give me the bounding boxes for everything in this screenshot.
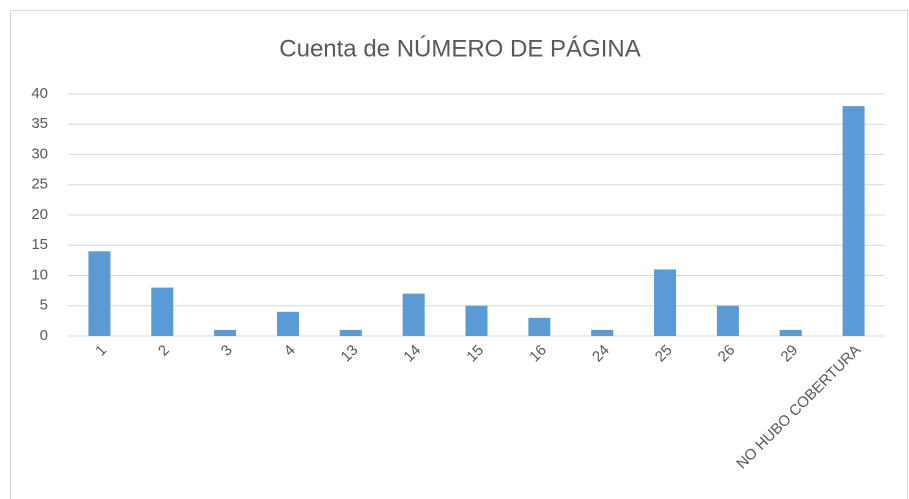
bar <box>716 305 739 336</box>
y-tick-label: 40 <box>31 85 48 102</box>
y-tick-label: 15 <box>31 236 48 253</box>
bar <box>779 329 802 336</box>
bar <box>591 329 614 336</box>
y-tick-label: 30 <box>31 145 48 162</box>
y-tick-label: 25 <box>31 176 48 193</box>
bar <box>276 311 299 336</box>
bar <box>842 106 865 336</box>
bar <box>151 287 174 336</box>
bar <box>528 317 551 336</box>
y-tick-label: 35 <box>31 115 48 132</box>
chart-title: Cuenta de NÚMERO DE PÁGINA <box>279 35 640 62</box>
bar <box>214 329 237 336</box>
y-tick-label: 0 <box>40 327 48 344</box>
y-tick-label: 20 <box>31 206 48 223</box>
bar <box>88 251 111 336</box>
bar <box>402 293 425 336</box>
bar <box>654 269 677 336</box>
y-tick-label: 10 <box>31 266 48 283</box>
chart-border <box>10 10 908 499</box>
bar <box>465 305 488 336</box>
y-tick-label: 5 <box>40 297 48 314</box>
bar <box>339 329 362 336</box>
